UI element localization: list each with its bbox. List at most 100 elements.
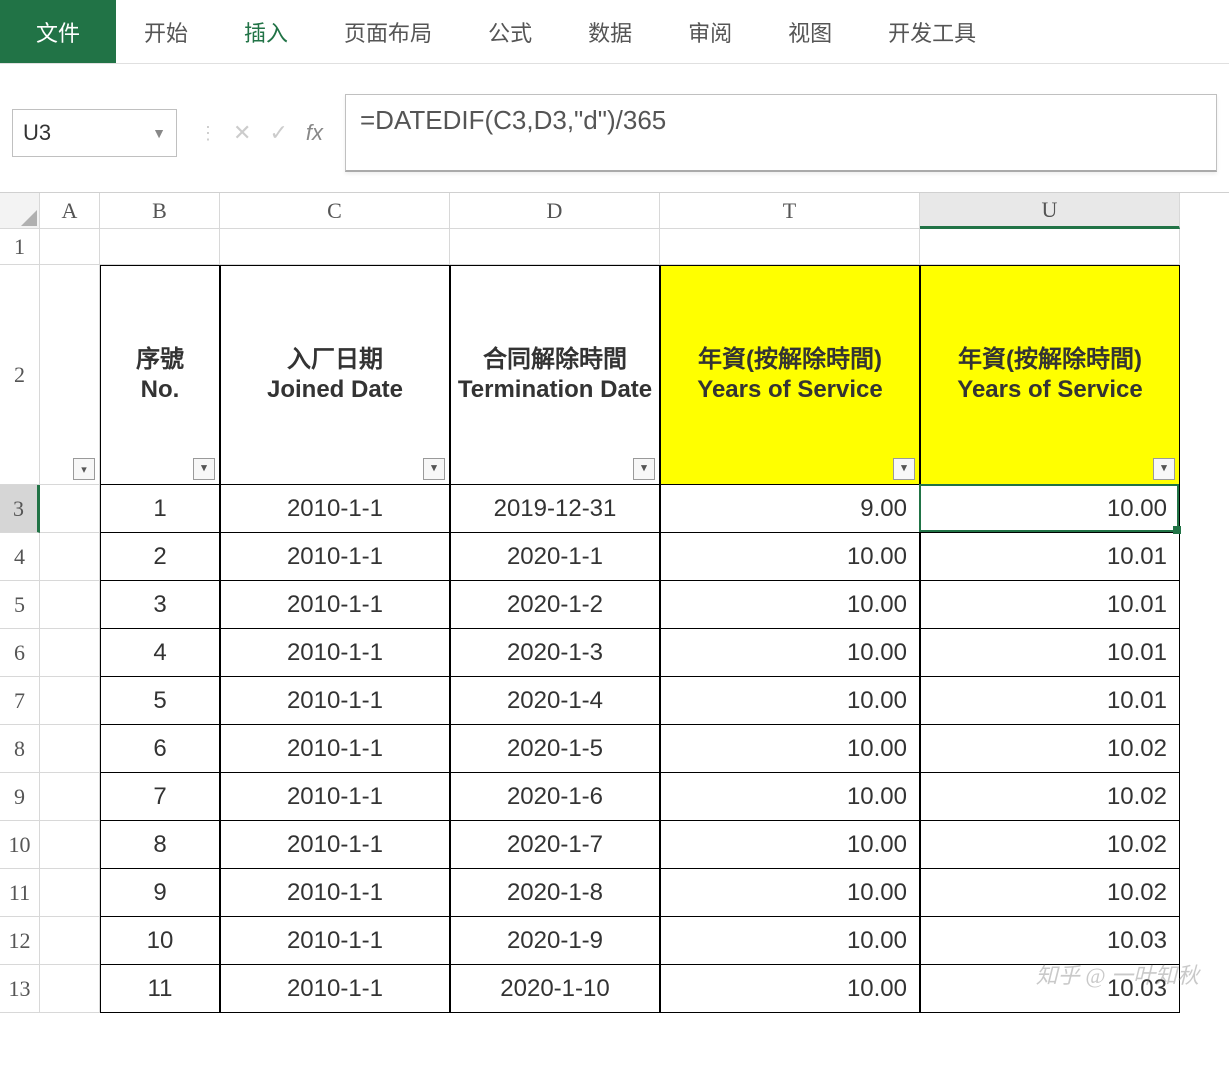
formula-input[interactable]: =DATEDIF(C3,D3,"d")/365 xyxy=(345,94,1217,172)
cell-A5[interactable] xyxy=(40,581,100,629)
enter-icon[interactable]: ✓ xyxy=(269,120,287,146)
cell-B2[interactable]: 序號No.▾ xyxy=(100,265,220,485)
ribbon-tab-view[interactable]: 视图 xyxy=(760,0,860,63)
cell-D6[interactable]: 2020-1-3 xyxy=(450,629,660,677)
cell-U5[interactable]: 10.01 xyxy=(920,581,1180,629)
row-head-3[interactable]: 3 xyxy=(0,485,40,533)
row-head-6[interactable]: 6 xyxy=(0,629,40,677)
cell-U6[interactable]: 10.01 xyxy=(920,629,1180,677)
row-head-1[interactable]: 1 xyxy=(0,229,40,265)
cell-B9[interactable]: 7 xyxy=(100,773,220,821)
cell-C12[interactable]: 2010-1-1 xyxy=(220,917,450,965)
cell-T3[interactable]: 9.00 xyxy=(660,485,920,533)
cell-U1[interactable] xyxy=(920,229,1180,265)
cell-C4[interactable]: 2010-1-1 xyxy=(220,533,450,581)
cell-D13[interactable]: 2020-1-10 xyxy=(450,965,660,1013)
cell-U8[interactable]: 10.02 xyxy=(920,725,1180,773)
cell-B10[interactable]: 8 xyxy=(100,821,220,869)
cell-U9[interactable]: 10.02 xyxy=(920,773,1180,821)
cell-T11[interactable]: 10.00 xyxy=(660,869,920,917)
row-head-10[interactable]: 10 xyxy=(0,821,40,869)
cell-A1[interactable] xyxy=(40,229,100,265)
cell-C5[interactable]: 2010-1-1 xyxy=(220,581,450,629)
cell-D9[interactable]: 2020-1-6 xyxy=(450,773,660,821)
name-box[interactable]: U3 ▼ xyxy=(12,109,177,157)
cell-D2[interactable]: 合同解除時間Termination Date▾ xyxy=(450,265,660,485)
cell-A8[interactable] xyxy=(40,725,100,773)
filter-dropdown-icon[interactable]: ▾ xyxy=(893,458,915,480)
ribbon-tab-review[interactable]: 审阅 xyxy=(660,0,760,63)
col-head-A[interactable]: A xyxy=(40,193,100,229)
select-all-corner[interactable] xyxy=(0,193,40,229)
col-head-D[interactable]: D xyxy=(450,193,660,229)
cell-A11[interactable] xyxy=(40,869,100,917)
cell-T8[interactable]: 10.00 xyxy=(660,725,920,773)
ribbon-tab-data[interactable]: 数据 xyxy=(560,0,660,63)
cell-B8[interactable]: 6 xyxy=(100,725,220,773)
cell-C2[interactable]: 入厂日期Joined Date▾ xyxy=(220,265,450,485)
cell-C10[interactable]: 2010-1-1 xyxy=(220,821,450,869)
cell-T12[interactable]: 10.00 xyxy=(660,917,920,965)
ribbon-tab-dev[interactable]: 开发工具 xyxy=(860,0,1004,63)
expand-icon[interactable]: ⋮ xyxy=(199,123,215,144)
cell-C11[interactable]: 2010-1-1 xyxy=(220,869,450,917)
cell-D8[interactable]: 2020-1-5 xyxy=(450,725,660,773)
cell-D12[interactable]: 2020-1-9 xyxy=(450,917,660,965)
cell-T2[interactable]: 年資(按解除時間)Years of Service▾ xyxy=(660,265,920,485)
cell-D7[interactable]: 2020-1-4 xyxy=(450,677,660,725)
cell-C7[interactable]: 2010-1-1 xyxy=(220,677,450,725)
cell-U10[interactable]: 10.02 xyxy=(920,821,1180,869)
dropdown-icon[interactable]: ▼ xyxy=(152,125,166,141)
filter-dropdown-icon[interactable]: ▾ xyxy=(73,458,95,480)
cell-B5[interactable]: 3 xyxy=(100,581,220,629)
cell-C6[interactable]: 2010-1-1 xyxy=(220,629,450,677)
cell-C1[interactable] xyxy=(220,229,450,265)
cell-T7[interactable]: 10.00 xyxy=(660,677,920,725)
fx-icon[interactable]: fx xyxy=(306,120,323,146)
cell-B1[interactable] xyxy=(100,229,220,265)
row-head-5[interactable]: 5 xyxy=(0,581,40,629)
cell-D5[interactable]: 2020-1-2 xyxy=(450,581,660,629)
row-head-11[interactable]: 11 xyxy=(0,869,40,917)
filter-dropdown-icon[interactable]: ▾ xyxy=(423,458,445,480)
cell-T10[interactable]: 10.00 xyxy=(660,821,920,869)
cell-B3[interactable]: 1 xyxy=(100,485,220,533)
cell-B12[interactable]: 10 xyxy=(100,917,220,965)
cell-A3[interactable] xyxy=(40,485,100,533)
cell-D10[interactable]: 2020-1-7 xyxy=(450,821,660,869)
cell-T5[interactable]: 10.00 xyxy=(660,581,920,629)
row-head-7[interactable]: 7 xyxy=(0,677,40,725)
cell-T6[interactable]: 10.00 xyxy=(660,629,920,677)
ribbon-tab-formulas[interactable]: 公式 xyxy=(460,0,560,63)
cell-C3[interactable]: 2010-1-1 xyxy=(220,485,450,533)
cell-B7[interactable]: 5 xyxy=(100,677,220,725)
cell-U2[interactable]: 年資(按解除時間)Years of Service▾ xyxy=(920,265,1180,485)
cell-A7[interactable] xyxy=(40,677,100,725)
cell-B4[interactable]: 2 xyxy=(100,533,220,581)
cell-U13[interactable]: 10.03 xyxy=(920,965,1180,1013)
cell-D4[interactable]: 2020-1-1 xyxy=(450,533,660,581)
cell-T9[interactable]: 10.00 xyxy=(660,773,920,821)
cell-U4[interactable]: 10.01 xyxy=(920,533,1180,581)
row-head-2[interactable]: 2 xyxy=(0,265,40,485)
row-head-8[interactable]: 8 xyxy=(0,725,40,773)
cell-D3[interactable]: 2019-12-31 xyxy=(450,485,660,533)
cell-D11[interactable]: 2020-1-8 xyxy=(450,869,660,917)
col-head-C[interactable]: C xyxy=(220,193,450,229)
cell-A6[interactable] xyxy=(40,629,100,677)
ribbon-tab-home[interactable]: 开始 xyxy=(116,0,216,63)
cell-A2[interactable]: ▾ xyxy=(40,265,100,485)
cell-D1[interactable] xyxy=(450,229,660,265)
row-head-4[interactable]: 4 xyxy=(0,533,40,581)
cell-A10[interactable] xyxy=(40,821,100,869)
filter-dropdown-icon[interactable]: ▾ xyxy=(1153,458,1175,480)
cell-A4[interactable] xyxy=(40,533,100,581)
cell-U12[interactable]: 10.03 xyxy=(920,917,1180,965)
cell-T1[interactable] xyxy=(660,229,920,265)
col-head-B[interactable]: B xyxy=(100,193,220,229)
cell-B13[interactable]: 11 xyxy=(100,965,220,1013)
cell-U3[interactable]: 10.00 xyxy=(920,485,1180,533)
cell-U11[interactable]: 10.02 xyxy=(920,869,1180,917)
cell-C13[interactable]: 2010-1-1 xyxy=(220,965,450,1013)
col-head-U[interactable]: U xyxy=(920,193,1180,229)
